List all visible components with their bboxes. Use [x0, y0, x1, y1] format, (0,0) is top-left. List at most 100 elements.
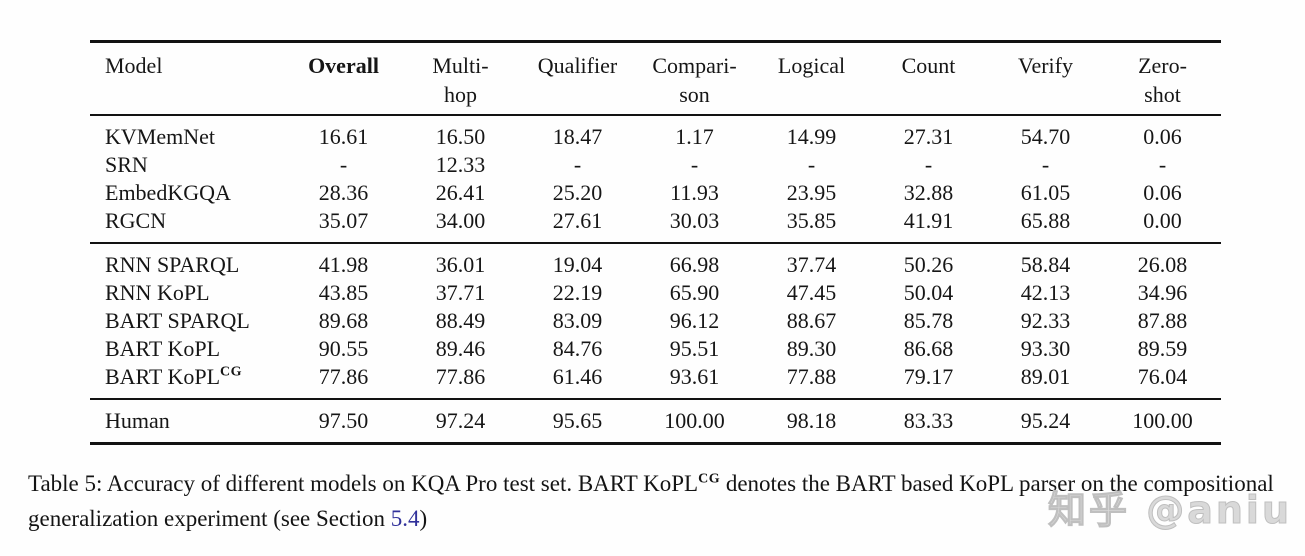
value-cell: 1.17	[675, 124, 714, 149]
value-cell: 32.88	[903, 180, 954, 205]
value-cell: 90.55	[318, 336, 369, 361]
value-cell: 77.86	[435, 364, 486, 389]
value-cell: -	[924, 152, 933, 177]
value-cell: 76.04	[1137, 364, 1188, 389]
value-cell: -	[339, 152, 348, 177]
model-cell: BART SPARQL	[90, 307, 285, 335]
value-cell: 50.04	[903, 280, 954, 305]
caption-text: Table 5: Accuracy of different models on…	[28, 471, 699, 496]
value-cell: 41.91	[903, 208, 954, 233]
value-cell: 26.41	[435, 180, 486, 205]
table-row: RGCN 35.07 34.00 27.61 30.03 35.85 41.91…	[90, 207, 1221, 243]
table-header: Model Overall Multi-hop Qualifier Compar…	[90, 42, 1221, 116]
table-group-baselines: KVMemNet 16.61 16.50 18.47 1.17 14.99 27…	[90, 115, 1221, 243]
model-cell: KVMemNet	[90, 115, 285, 151]
value-cell: 89.68	[318, 308, 369, 333]
value-cell: 84.76	[552, 336, 603, 361]
value-cell: 89.59	[1137, 336, 1188, 361]
model-name: Human	[105, 408, 170, 433]
value-cell: 35.85	[786, 208, 837, 233]
table-group-human: Human 97.50 97.24 95.65 100.00 98.18 83.…	[90, 399, 1221, 444]
col-header-label: Multi-	[432, 53, 489, 78]
value-cell: 16.50	[435, 124, 486, 149]
col-header-label: shot	[1144, 82, 1181, 107]
table-caption: Table 5: Accuracy of different models on…	[28, 466, 1286, 536]
value-cell: 95.24	[1020, 408, 1071, 433]
model-name: KVMemNet	[105, 124, 215, 149]
value-cell: 47.45	[786, 280, 837, 305]
value-cell: 89.46	[435, 336, 486, 361]
col-header-count: Count	[870, 42, 987, 116]
value-cell: 26.08	[1137, 252, 1188, 277]
value-cell: 85.78	[903, 308, 954, 333]
value-cell: 96.12	[669, 308, 720, 333]
value-cell: 87.88	[1137, 308, 1188, 333]
value-cell: 25.20	[552, 180, 603, 205]
value-cell: -	[1041, 152, 1050, 177]
model-name: BART SPARQL	[105, 308, 250, 333]
value-cell: 95.51	[669, 336, 720, 361]
value-cell: 37.71	[435, 280, 486, 305]
results-table: Model Overall Multi-hop Qualifier Compar…	[90, 40, 1221, 445]
table-row: RNN SPARQL 41.98 36.01 19.04 66.98 37.74…	[90, 243, 1221, 279]
value-cell: 16.61	[318, 124, 369, 149]
value-cell: 54.70	[1020, 124, 1071, 149]
table-row: RNN KoPL 43.85 37.71 22.19 65.90 47.45 5…	[90, 279, 1221, 307]
col-header-logical: Logical	[753, 42, 870, 116]
value-cell: 41.98	[318, 252, 369, 277]
value-cell: 30.03	[669, 208, 720, 233]
value-cell: 97.24	[435, 408, 486, 433]
model-name: BART KoPL	[105, 364, 221, 389]
caption-superscript: CG	[698, 471, 721, 487]
col-header-zeroshot: Zero-shot	[1104, 42, 1221, 116]
value-cell: 61.05	[1020, 180, 1071, 205]
table-row: Human 97.50 97.24 95.65 100.00 98.18 83.…	[90, 399, 1221, 444]
header-row: Model Overall Multi-hop Qualifier Compar…	[90, 42, 1221, 116]
value-cell: -	[1158, 152, 1167, 177]
value-cell: 37.74	[786, 252, 837, 277]
model-name: RNN SPARQL	[105, 252, 240, 277]
col-header-model: Model	[90, 42, 285, 116]
value-cell: 83.09	[552, 308, 603, 333]
table-row: BART KoPLCG 77.86 77.86 61.46 93.61 77.8…	[90, 363, 1221, 399]
value-cell: 98.18	[786, 408, 837, 433]
col-header-label: Logical	[777, 53, 846, 78]
value-cell: 88.49	[435, 308, 486, 333]
col-header-multihop: Multi-hop	[402, 42, 519, 116]
model-cell: BART KoPL	[90, 335, 285, 363]
table-row: EmbedKGQA 28.36 26.41 25.20 11.93 23.95 …	[90, 179, 1221, 207]
value-cell: 89.30	[786, 336, 837, 361]
value-cell: 0.06	[1143, 124, 1182, 149]
value-cell: 22.19	[552, 280, 603, 305]
table-row: KVMemNet 16.61 16.50 18.47 1.17 14.99 27…	[90, 115, 1221, 151]
col-header-overall: Overall	[285, 42, 402, 116]
col-header-comparison: Compari-son	[636, 42, 753, 116]
col-header-label: Overall	[308, 53, 379, 78]
section-link[interactable]: 5.4	[390, 506, 420, 531]
value-cell: 34.00	[435, 208, 486, 233]
value-cell: 28.36	[318, 180, 369, 205]
value-cell: 34.96	[1137, 280, 1188, 305]
value-cell: 100.00	[1132, 408, 1193, 433]
value-cell: 12.33	[435, 152, 486, 177]
col-header-qualifier: Qualifier	[519, 42, 636, 116]
value-cell: 36.01	[435, 252, 486, 277]
value-cell: 88.67	[786, 308, 837, 333]
value-cell: 66.98	[669, 252, 720, 277]
value-cell: 0.06	[1143, 180, 1182, 205]
value-cell: 100.00	[664, 408, 725, 433]
value-cell: 23.95	[786, 180, 837, 205]
col-header-label: son	[679, 82, 710, 107]
value-cell: 27.31	[903, 124, 954, 149]
model-name: RNN KoPL	[105, 280, 210, 305]
table-row: BART SPARQL 89.68 88.49 83.09 96.12 88.6…	[90, 307, 1221, 335]
value-cell: 65.88	[1020, 208, 1071, 233]
value-cell: 35.07	[318, 208, 369, 233]
model-name: RGCN	[105, 208, 167, 233]
col-header-label: Compari-	[652, 53, 737, 78]
table-row: BART KoPL 90.55 89.46 84.76 95.51 89.30 …	[90, 335, 1221, 363]
caption-text: )	[419, 506, 428, 531]
caption-text: denotes the BART based KoPL parser on th…	[28, 471, 1274, 531]
model-cell: RNN SPARQL	[90, 243, 285, 279]
value-cell: 18.47	[552, 124, 603, 149]
